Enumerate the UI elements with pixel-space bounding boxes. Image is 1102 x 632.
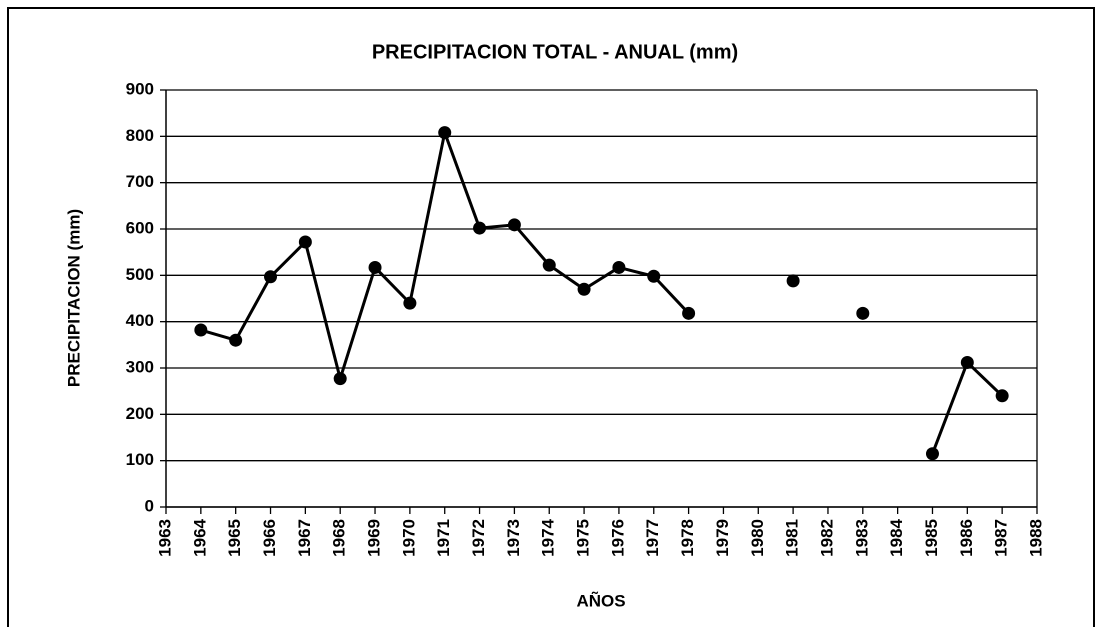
- x-tick-label: 1970: [399, 519, 418, 557]
- point: [542, 258, 556, 272]
- y-tick-label: 400: [126, 311, 154, 330]
- x-tick-label: 1968: [330, 519, 349, 557]
- x-tick-label: 1984: [887, 518, 906, 556]
- x-axis-label: AÑOS: [576, 590, 625, 610]
- point: [403, 296, 417, 310]
- x-tick-label: 1965: [225, 519, 244, 557]
- point: [682, 306, 696, 320]
- point: [507, 218, 521, 232]
- point: [786, 274, 800, 288]
- point: [612, 260, 626, 274]
- point: [647, 269, 661, 283]
- point: [298, 235, 312, 249]
- x-tick-label: 1981: [783, 519, 802, 557]
- x-tick-label: 1983: [852, 519, 871, 557]
- y-tick-label: 800: [126, 126, 154, 145]
- x-tick-label: 1973: [504, 519, 523, 557]
- y-tick-label: 600: [126, 218, 154, 237]
- point: [333, 372, 347, 386]
- x-tick-label: 1974: [539, 518, 558, 556]
- point: [438, 126, 452, 140]
- x-tick-label: 1979: [713, 519, 732, 557]
- x-tick-label: 1967: [295, 519, 314, 557]
- chart-title: PRECIPITACION TOTAL - ANUAL (mm): [372, 41, 738, 63]
- point: [194, 323, 208, 337]
- x-tick-label: 1969: [365, 519, 384, 557]
- point: [229, 333, 243, 347]
- point: [995, 389, 1009, 403]
- point: [368, 260, 382, 274]
- chart-border: [7, 7, 1095, 632]
- x-tick-label: 1971: [434, 519, 453, 557]
- y-axis-label: PRECIPITACION (mm): [64, 209, 83, 387]
- point: [856, 306, 870, 320]
- x-tick-label: 1985: [922, 519, 941, 557]
- x-tick-label: 1986: [957, 519, 976, 557]
- y-tick-label: 900: [126, 79, 154, 98]
- x-tick-label: 1963: [155, 519, 174, 557]
- x-tick-label: 1980: [748, 519, 767, 557]
- point: [960, 355, 974, 369]
- y-tick-label: 300: [126, 357, 154, 376]
- x-tick-label: 1966: [260, 519, 279, 557]
- x-tick-label: 1982: [817, 519, 836, 557]
- x-tick-label: 1978: [678, 519, 697, 557]
- y-tick-label: 700: [126, 172, 154, 191]
- point: [473, 221, 487, 235]
- y-tick-label: 100: [126, 450, 154, 469]
- x-tick-label: 1977: [643, 519, 662, 557]
- x-tick-label: 1976: [608, 519, 627, 557]
- series-line: [200, 131, 1004, 455]
- y-tick-label: 200: [126, 404, 154, 423]
- y-tick-label: 0: [145, 496, 154, 515]
- x-tick-label: 1972: [469, 519, 488, 557]
- x-tick-label: 1987: [992, 519, 1011, 557]
- x-tick-label: 1964: [190, 518, 209, 556]
- point: [577, 282, 591, 296]
- x-tick-label: 1988: [1026, 519, 1045, 557]
- x-tick-label: 1975: [574, 519, 593, 557]
- point: [925, 447, 939, 461]
- y-tick-label: 500: [126, 265, 154, 284]
- point: [264, 270, 278, 284]
